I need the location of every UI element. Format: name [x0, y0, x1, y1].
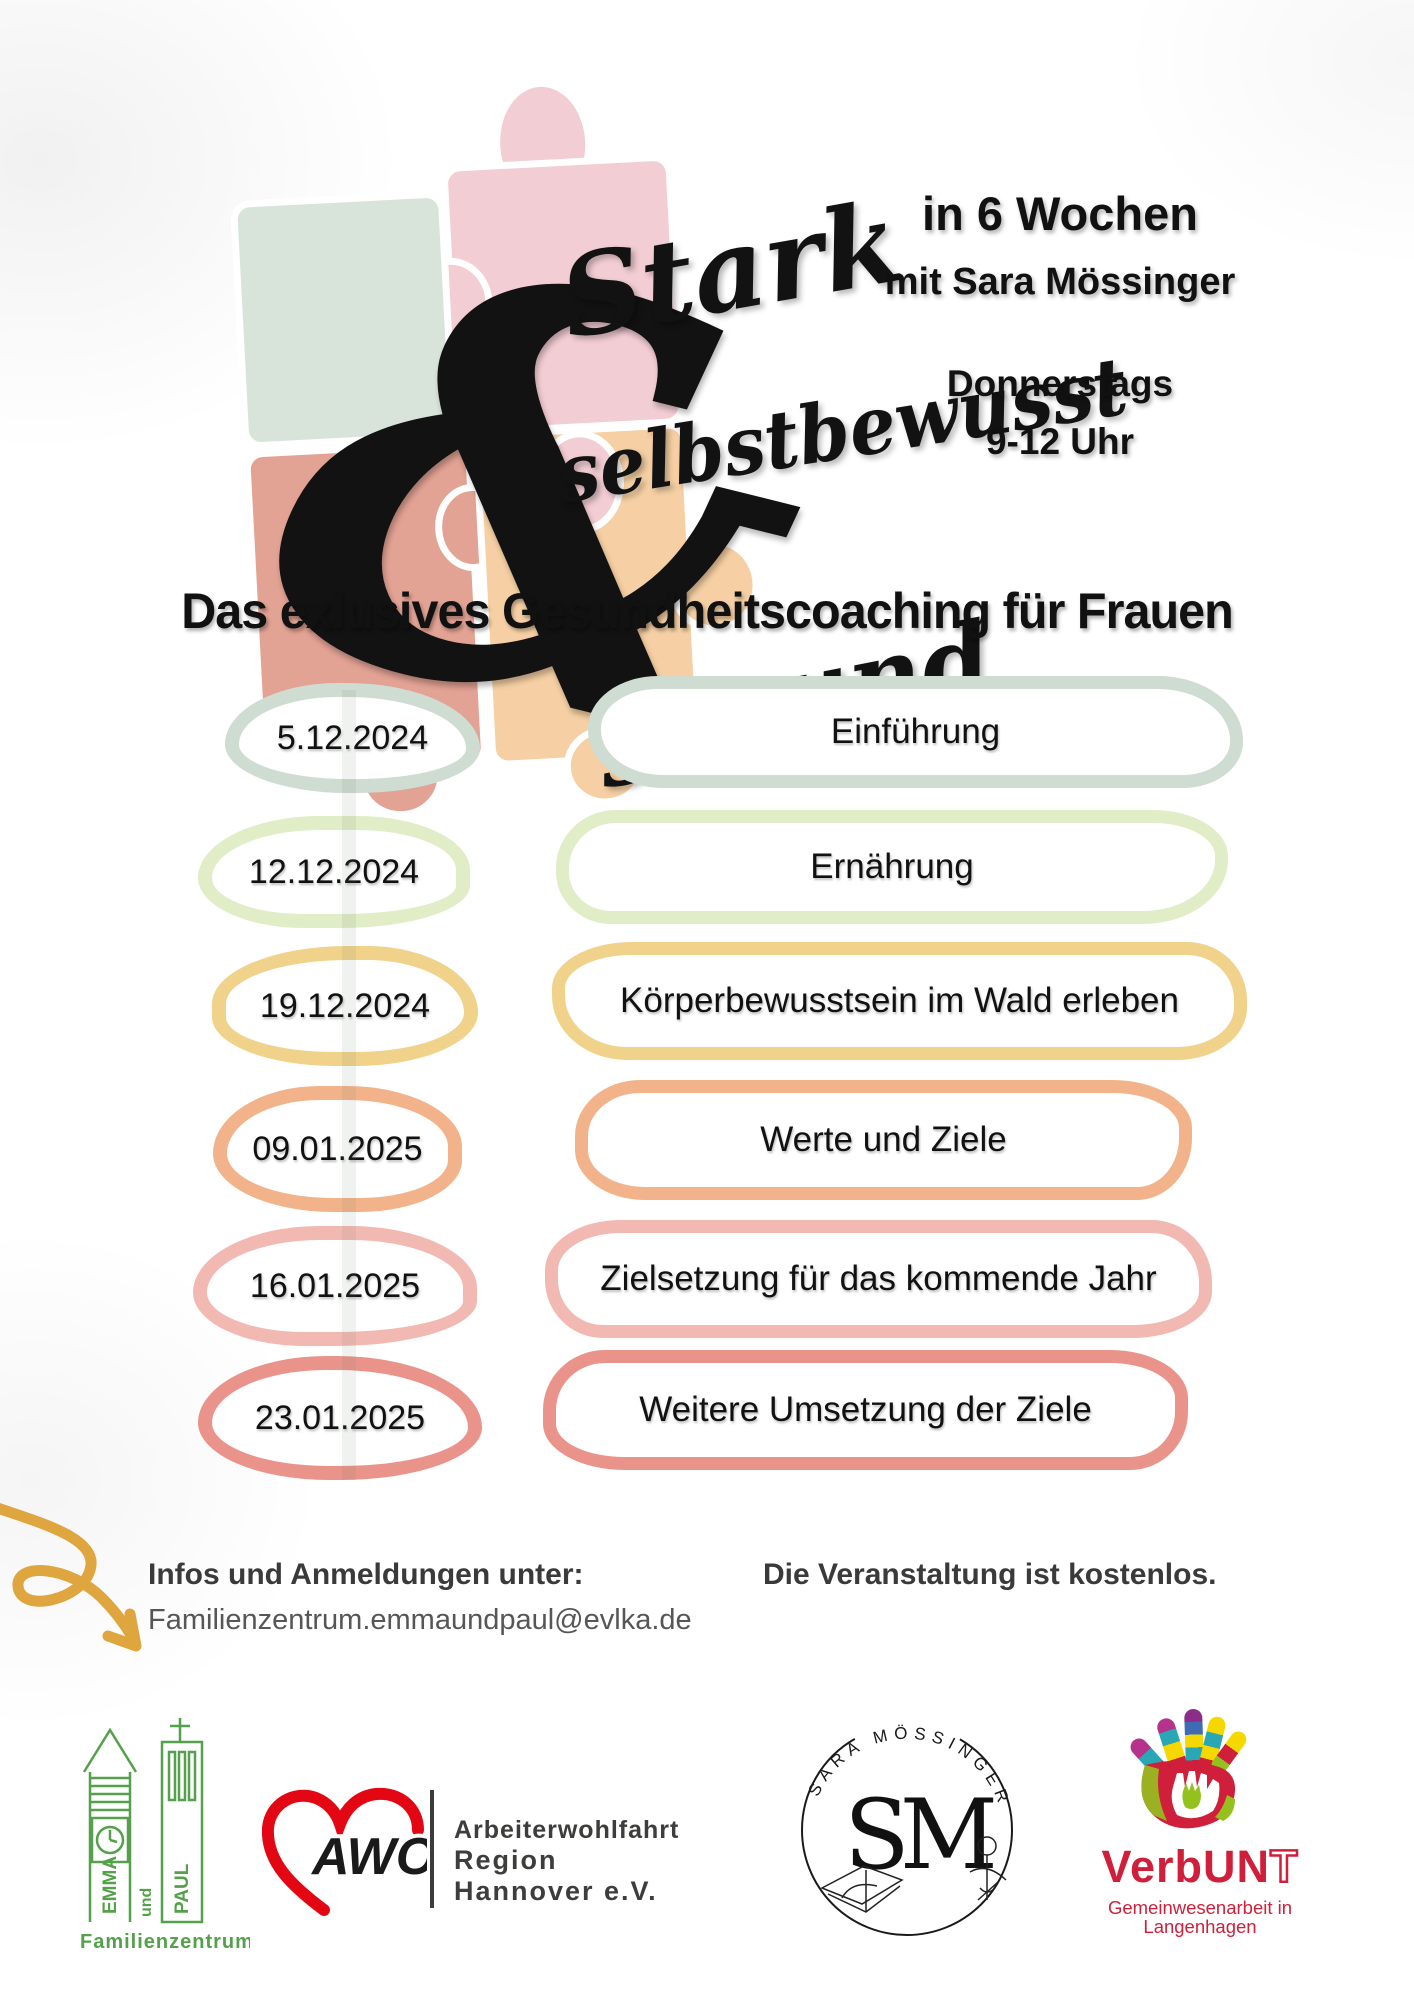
heart-icon: AWO: [262, 1787, 427, 1916]
date-pill: 09.01.2025: [213, 1086, 462, 1212]
duration-text: in 6 Wochen: [922, 187, 1198, 240]
schedule-topic: Einführung: [830, 712, 1001, 751]
awo-org-line1: Arbeiterwohlfahrt: [454, 1816, 680, 1844]
fz-tower-left-label: EMMA: [100, 1856, 121, 1914]
puzzle-piece-pink: [409, 79, 686, 436]
schedule-topic: Ernährung: [810, 847, 974, 886]
sm-logo: SARA MÖSSINGER SM: [801, 1723, 1013, 1936]
verbunt-wordmark: VerbUNT: [1101, 1841, 1299, 1892]
puzzle-piece-mint: [230, 191, 457, 449]
fz-label: Familienzentrum: [80, 1931, 250, 1953]
topic-pill: Zielsetzung für das kommende Jahr: [545, 1220, 1212, 1338]
topic-pill: Weitere Umsetzung der Ziele: [543, 1350, 1188, 1470]
date-pill: 19.12.2024: [212, 946, 478, 1066]
verbunt-subtitle: Gemeinwesenarbeit in Langenhagen: [1107, 1897, 1293, 1937]
time-text: 9-12 Uhr: [985, 421, 1135, 462]
date-pill: 12.12.2024: [198, 816, 470, 928]
awo-logo: AWO Arbeiterwohlfahrt Region Hannover e.…: [262, 1782, 692, 1922]
puzzle-piece-peach: [473, 421, 760, 806]
puzzle-graphic: & Stark selbstbewusst gesund: [160, 55, 1133, 880]
awo-wordmark: AWO: [310, 1828, 427, 1886]
contact-email[interactable]: Familienzentrum.emmaundpaul@evlka.de: [148, 1604, 692, 1636]
coach-text: mit Sara Mössinger: [884, 261, 1236, 303]
session-details: in 6 Wochen mit Sara Mössinger Donnersta…: [855, 190, 1265, 460]
familienzentrum-logo: EMMA und PAUL Familienzentrum: [80, 1718, 250, 1953]
verbunt-outlined-t: T: [1269, 1841, 1299, 1892]
awo-org-line2: Region Hannover e.V.: [454, 1844, 658, 1906]
arrow-doodle-icon: [0, 1502, 142, 1652]
sm-monogram: SM: [844, 1779, 994, 1891]
verbunt-logo: VerbUNT Gemeinwesenarbeit in Langenhagen: [1080, 1703, 1320, 1936]
fz-tower-right-label: PAUL: [172, 1863, 193, 1914]
page-title: Das exlusives Gesundheitscoaching für Fr…: [181, 583, 1234, 639]
schedule-date: 19.12.2024: [259, 986, 431, 1025]
fz-connector-label: und: [138, 1888, 155, 1917]
schedule-date: 09.01.2025: [252, 1129, 423, 1168]
topic-pill: Werte und Ziele: [575, 1080, 1192, 1200]
weekday-text: Donnerstags: [946, 363, 1174, 404]
cost-note: Die Veranstaltung ist kostenlos.: [763, 1558, 1217, 1591]
date-pill: 16.01.2025: [193, 1226, 477, 1346]
awo-divider: [430, 1790, 434, 1908]
schedule-topic: Werte und Ziele: [760, 1120, 1007, 1159]
puzzle-pieces-illustration: [230, 79, 760, 819]
topic-pill: Körperbewusstsein im Wald erleben: [552, 942, 1247, 1060]
date-pill: 23.01.2025: [198, 1356, 482, 1480]
topic-pill: Ernährung: [556, 810, 1228, 924]
schedule-date: 12.12.2024: [248, 852, 420, 891]
hand-icon: [1130, 1708, 1247, 1829]
schedule-date: 5.12.2024: [276, 718, 429, 757]
sm-circle: [801, 1724, 1013, 1936]
schedule-date: 23.01.2025: [254, 1398, 426, 1437]
sm-doodles: [820, 1836, 1007, 1913]
schedule-date: 16.01.2025: [249, 1266, 421, 1305]
schedule-topic: Zielsetzung für das kommende Jahr: [600, 1259, 1157, 1298]
schedule-topic: Körperbewusstsein im Wald erleben: [620, 981, 1179, 1020]
mini-hand: [1182, 1782, 1201, 1809]
topic-pill: Einführung: [588, 676, 1243, 788]
contact-heading: Infos und Anmeldungen unter:: [148, 1558, 584, 1591]
schedule-topic: Weitere Umsetzung der Ziele: [639, 1390, 1092, 1429]
